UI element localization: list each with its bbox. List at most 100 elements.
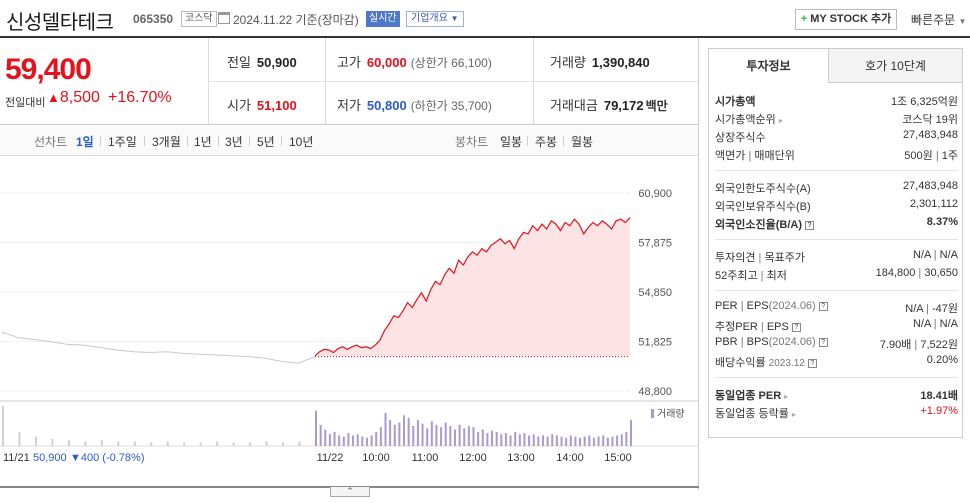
tab-period-3y[interactable]: 3년 xyxy=(225,135,243,149)
volume-bar xyxy=(249,442,252,446)
volume-bar xyxy=(435,424,438,446)
x-tick-label: 10:00 xyxy=(362,452,390,464)
row-value-text: N/A xyxy=(905,303,923,315)
volume-bar xyxy=(592,437,595,446)
chevron-right-icon[interactable]: ▸ xyxy=(791,410,796,419)
volume-legend-label: 거래량 xyxy=(657,408,685,420)
price-line-layer xyxy=(314,217,631,357)
price-summary: 59,400 전일대비 ▲8,500 +16.70% 전일 50,900 고가 60… xyxy=(0,38,699,125)
tab-period-10y[interactable]: 10년 xyxy=(289,135,314,149)
stat-label: 거래대금 xyxy=(550,98,598,113)
row-value: N/A | -47원 xyxy=(905,303,958,315)
tab-hoga-10[interactable]: 호가 10단계 xyxy=(828,48,963,83)
row-key: PER | EPS(2024.06)? xyxy=(715,300,828,312)
volume-bar xyxy=(333,431,336,446)
stat-label: 시가 xyxy=(227,98,251,113)
row-industry-per: 동일업종 PER ▸ 18.41배 xyxy=(715,387,958,404)
volume-bar xyxy=(444,422,447,446)
row-key-text: 투자의견 xyxy=(715,252,756,264)
help-icon[interactable]: ? xyxy=(791,323,801,332)
quick-order-dropdown[interactable]: 빠른주문 ▼ xyxy=(911,11,966,28)
row-industry-change: 동일업종 등락률 ▸ +1.97% xyxy=(715,405,958,422)
stat-value: 50,800 xyxy=(366,98,407,113)
volume-bar xyxy=(477,431,480,446)
volume-bar xyxy=(625,431,628,446)
tab-invest-info[interactable]: 투자정보 xyxy=(708,48,829,83)
row-value: N/A | N/A xyxy=(912,249,958,261)
row-value: 27,483,948 xyxy=(902,180,958,192)
volume-bar xyxy=(560,436,563,446)
help-icon[interactable]: ? xyxy=(818,302,828,311)
area-layer xyxy=(315,217,630,358)
row-value-text: N/A xyxy=(912,249,931,261)
stat-unit: 백만 xyxy=(645,99,668,113)
tab-candle-weekly[interactable]: 주봉 xyxy=(535,135,558,149)
row-key-text: PER xyxy=(715,300,738,312)
help-icon[interactable]: ? xyxy=(818,338,828,347)
row-value: 500원 | 1주 xyxy=(904,150,958,162)
tab-candle-monthly[interactable]: 월봉 xyxy=(571,135,594,149)
volume-bar xyxy=(528,435,531,446)
volume-bar xyxy=(541,435,544,446)
volume-bar xyxy=(379,427,382,446)
volume-bar xyxy=(606,437,609,446)
y-tick-label: 51,825 xyxy=(638,337,672,349)
tab-candle-daily[interactable]: 일봉 xyxy=(500,135,523,149)
volume-bar xyxy=(232,442,235,446)
change-amount: ▲8,500 xyxy=(47,89,100,107)
volume-bar xyxy=(298,441,301,446)
row-value: 27,483,948 xyxy=(902,129,958,141)
company-name[interactable]: 신성델타테크 xyxy=(6,12,114,34)
row-value-text: N/A xyxy=(912,318,931,330)
row-value: 1조 6,325억원 xyxy=(890,96,958,108)
company-info-label: 기업개요 xyxy=(411,13,448,24)
stat-high: 고가 60,000 (상한가 66,100) xyxy=(337,52,492,71)
help-icon[interactable]: ? xyxy=(805,221,814,230)
volume-bar xyxy=(491,430,494,446)
chevron-down-icon: ▼ xyxy=(450,14,459,23)
volume-bar xyxy=(579,437,582,446)
tab-period-5y[interactable]: 5년 xyxy=(257,135,275,149)
tab-period-1y[interactable]: 1년 xyxy=(194,135,212,149)
row-market-cap: 시가총액 1조 6,325억원 xyxy=(715,93,958,110)
investment-info-panel: 투자정보 호가 10단계 시가총액 1조 6,325억원 시가총액순위 ▸ 코스닥… xyxy=(708,48,963,438)
volume-bar xyxy=(100,440,103,446)
volume-bar xyxy=(315,410,317,446)
volume-bar xyxy=(389,420,392,446)
tab-period-3m[interactable]: 3개월 xyxy=(152,135,181,149)
chevron-right-icon[interactable]: ▸ xyxy=(778,116,783,125)
chevron-right-icon[interactable]: ▸ xyxy=(784,392,789,401)
row-key: 시가총액 xyxy=(715,96,756,108)
row-key: PBR | BPS(2024.06)? xyxy=(715,336,828,348)
row-pbr-bps: PBR | BPS(2024.06)? 7.90배 | 7,522원 xyxy=(715,336,958,353)
collapse-chart-button[interactable]: ⌃ xyxy=(330,487,370,497)
realtime-button[interactable]: 실시간 xyxy=(366,11,400,27)
volume-bar xyxy=(338,435,341,446)
volume-bar xyxy=(403,415,406,446)
volume-bar xyxy=(597,436,600,446)
tab-period-1w[interactable]: 1주일 xyxy=(108,135,137,149)
stat-prev-close: 전일 50,900 xyxy=(227,52,297,71)
stat-value: 50,900 xyxy=(256,55,297,70)
company-info-dropdown[interactable]: 기업개요 ▼ xyxy=(406,11,464,27)
divider xyxy=(249,136,250,146)
help-icon[interactable]: ? xyxy=(807,359,817,368)
candle-chart-label: 봉차트 xyxy=(455,135,489,149)
row-value-text: 500원 xyxy=(904,150,933,162)
volume-bar xyxy=(440,427,443,446)
y-tick-label: 48,800 xyxy=(638,386,672,398)
upper-limit: (상한가 66,100) xyxy=(410,56,492,70)
row-value: 0.20% xyxy=(926,354,958,366)
volume-bar xyxy=(430,421,433,446)
volume-bar xyxy=(495,431,498,446)
row-key: 외국인한도주식수(A) xyxy=(715,183,811,195)
divider xyxy=(187,136,188,146)
tab-period-1d[interactable]: 1일 xyxy=(76,135,94,149)
mystock-add-button[interactable]: + MY STOCK 추가 xyxy=(795,9,897,30)
intraday-chart[interactable]: 60,900 57,875 54,850 51,825 48,800 거래량 11/22 10… xyxy=(0,156,699,490)
prev-day-layer xyxy=(1,331,316,364)
volume-bar xyxy=(481,429,484,446)
row-market-cap-rank: 시가총액순위 ▸ 코스닥 19위 xyxy=(715,111,958,128)
row-par-value: 액면가 | 매매단위 500원 | 1주 xyxy=(715,147,958,164)
volume-bar xyxy=(328,434,331,446)
